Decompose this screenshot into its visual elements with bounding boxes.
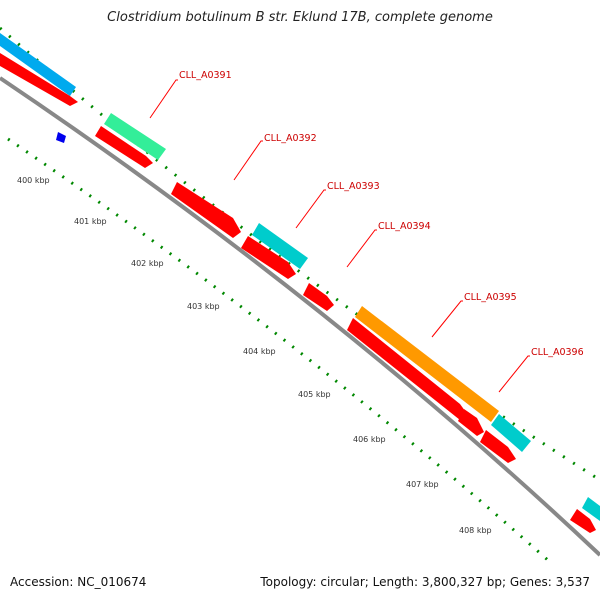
feature-inner-red-5: [303, 283, 334, 311]
inner-strand-features: [0, 53, 596, 533]
feature-outer-cyan-1: [252, 223, 308, 269]
feature-inner-red-7: [458, 409, 484, 436]
callout-line: [295, 189, 326, 229]
callout-line: [498, 355, 530, 393]
ruler-label: 400 kbp: [17, 176, 50, 185]
ruler-label: 405 kbp: [298, 390, 331, 399]
genome-backbone: [0, 76, 600, 557]
gene-label: CLL_A0392: [264, 133, 317, 144]
ruler-label: 408 kbp: [459, 526, 492, 535]
feature-inner-red-8: [480, 430, 516, 463]
gene-label: CLL_A0391: [179, 70, 232, 81]
feature-outer-green: [104, 113, 166, 160]
ruler-label: 404 kbp: [243, 347, 276, 356]
outer-strand-features: [0, 33, 600, 521]
feature-inner-red-3: [171, 182, 241, 238]
callout-line: [346, 229, 377, 268]
callout-line: [233, 140, 263, 181]
feature-outer-cyan-2: [491, 414, 531, 452]
feature-inner-red-6: [347, 318, 468, 420]
inner-tick-track: [7, 137, 551, 564]
gene-label: CLL_A0393: [327, 181, 380, 192]
ruler-label: 402 kbp: [131, 259, 164, 268]
callout-line: [149, 79, 178, 119]
gene-callout-lines: [149, 79, 530, 393]
ruler-label: 407 kbp: [406, 480, 439, 489]
genome-summary-text: Topology: circular; Length: 3,800,327 bp…: [260, 575, 590, 589]
feature-inner-red-9: [570, 509, 596, 533]
gene-label: CLL_A0395: [464, 292, 517, 303]
callout-line: [431, 300, 463, 338]
feature-marker-blue: [56, 132, 66, 143]
feature-inner-red-4: [241, 236, 296, 279]
ruler-label: 406 kbp: [353, 435, 386, 444]
ruler-label: 403 kbp: [187, 302, 220, 311]
feature-inner-red-2: [95, 126, 153, 168]
gene-label: CLL_A0394: [378, 221, 431, 232]
accession-text: Accession: NC_010674: [10, 575, 147, 589]
feature-outer-cyan-3: [582, 497, 600, 521]
map-title: Clostridium botulinum B str. Eklund 17B,…: [107, 10, 493, 25]
outer-tick-track: [0, 26, 600, 482]
gene-label: CLL_A0396: [531, 347, 584, 358]
feature-outer-orange: [355, 306, 499, 422]
ruler-labels: 400 kbp 401 kbp 402 kbp 403 kbp 404 kbp …: [17, 176, 492, 535]
gene-labels: CLL_A0391 CLL_A0392 CLL_A0393 CLL_A0394 …: [179, 70, 584, 358]
feature-inner-red-1: [0, 53, 78, 106]
feature-outer-blue: [0, 33, 76, 96]
ruler-label: 401 kbp: [74, 217, 107, 226]
